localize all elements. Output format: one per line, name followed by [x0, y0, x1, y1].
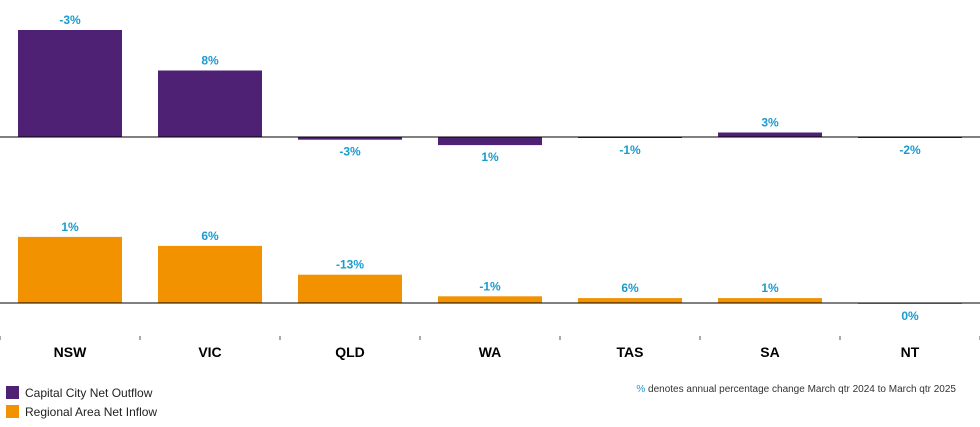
category-label-tas: TAS [617, 344, 644, 360]
data-label-capital-qld: -3% [339, 145, 361, 159]
footnote: % denotes annual percentage change March… [636, 384, 956, 395]
bar-capital-sa [718, 132, 822, 137]
bar-capital-wa [438, 137, 542, 146]
legend-item-capital: Capital City Net Outflow [6, 383, 157, 402]
data-label-regional-nt: 0% [901, 309, 919, 323]
bar-regional-qld [298, 274, 402, 303]
data-label-capital-vic: 8% [201, 54, 219, 68]
footnote-text: denotes annual percentage change March q… [645, 384, 956, 395]
category-label-vic: VIC [198, 344, 221, 360]
legend-swatch-capital [6, 386, 19, 399]
capital-city-panel: -3% 8% -3% 1% -1% 3% -2% [0, 13, 980, 164]
bar-regional-wa [438, 296, 542, 303]
legend-item-regional: Regional Area Net Inflow [6, 402, 157, 421]
category-label-nsw: NSW [54, 344, 87, 360]
bar-regional-tas [578, 298, 682, 303]
category-label-qld: QLD [335, 344, 365, 360]
data-label-regional-wa: -1% [479, 279, 501, 293]
data-label-capital-wa: 1% [481, 150, 499, 164]
bar-regional-sa [718, 298, 822, 303]
category-label-nt: NT [901, 344, 920, 360]
bar-capital-vic [158, 70, 262, 137]
regional-area-panel: 1% 6% -13% -1% 6% 1% 0% [0, 220, 980, 323]
bar-capital-nsw [18, 30, 122, 137]
data-label-regional-vic: 6% [201, 229, 219, 243]
category-label-wa: WA [479, 344, 502, 360]
data-label-capital-nt: -2% [899, 143, 921, 157]
legend-label-regional: Regional Area Net Inflow [25, 404, 158, 419]
category-axis: NSW VIC QLD WA TAS SA NT [0, 336, 980, 360]
category-label-sa: SA [760, 344, 779, 360]
bar-chart: -3% 8% -3% 1% -1% 3% -2% 1% 6% -13% -1% 6% 1% 0% NSW… [0, 13, 980, 360]
data-label-capital-tas: -1% [619, 143, 641, 157]
legend: Capital City Net Outflow Regional Area N… [6, 383, 157, 421]
legend-swatch-regional [6, 405, 19, 418]
footnote-symbol: % [636, 384, 646, 395]
data-label-regional-nsw: 1% [61, 220, 79, 234]
bar-regional-nsw [18, 236, 122, 303]
data-label-capital-sa: 3% [761, 116, 779, 130]
data-label-regional-sa: 1% [761, 281, 779, 295]
bar-capital-qld [298, 137, 402, 140]
bar-regional-vic [158, 245, 262, 303]
legend-label-capital: Capital City Net Outflow [25, 385, 153, 400]
data-label-capital-nsw: -3% [59, 13, 81, 27]
data-label-regional-tas: 6% [621, 281, 639, 295]
data-label-regional-qld: -13% [336, 258, 364, 272]
